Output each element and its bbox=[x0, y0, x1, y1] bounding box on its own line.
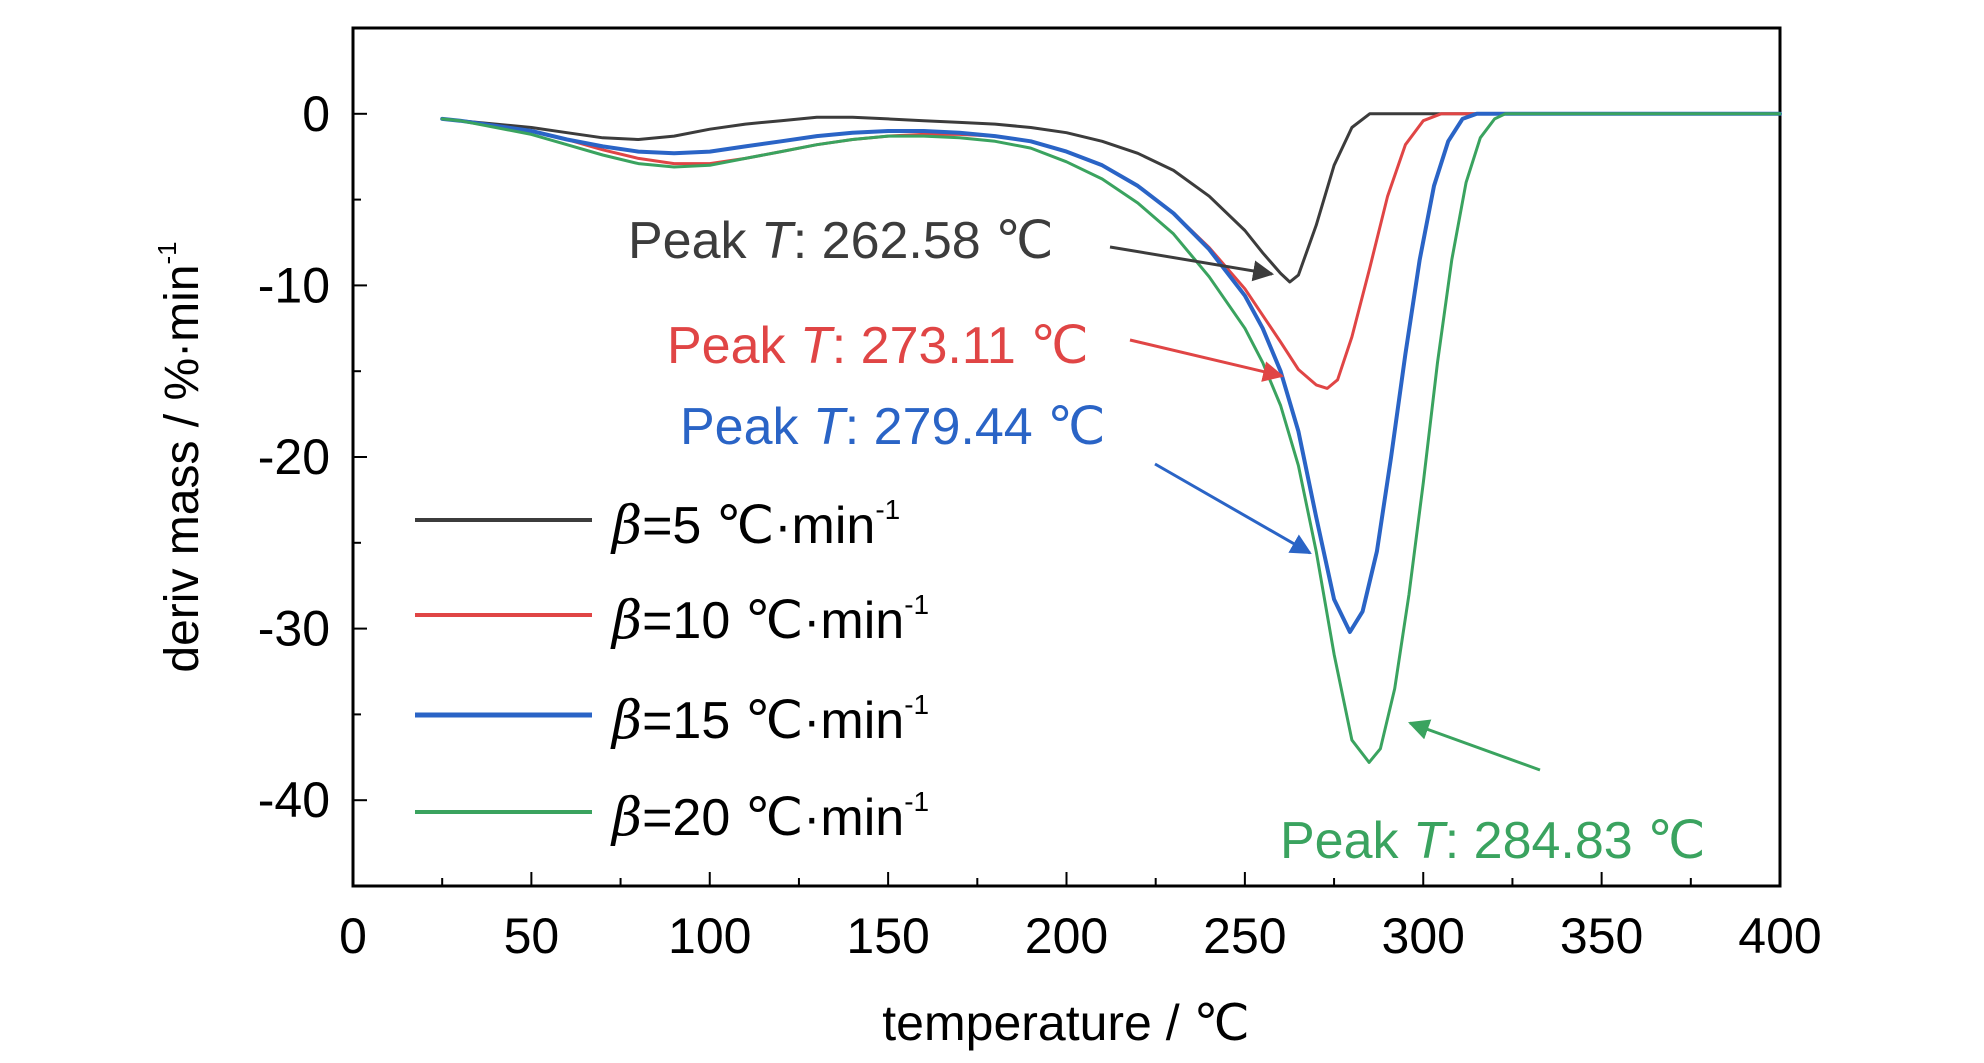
y-tick-label: -30 bbox=[258, 601, 330, 657]
y-axis-title-main: deriv mass / %·min bbox=[156, 265, 209, 673]
series-lines bbox=[440, 111, 1782, 764]
x-axis-title: temperature / ℃ bbox=[882, 995, 1249, 1051]
x-tick-label: 100 bbox=[668, 908, 751, 964]
legend-beta: β bbox=[610, 691, 642, 751]
peak-arrow-10 bbox=[1129, 338, 1285, 382]
x-tick-label: 50 bbox=[504, 908, 560, 964]
legend-item: β=5 ℃·min-1 bbox=[415, 494, 900, 556]
peak-label-15: Peak T: 279.44 ℃ bbox=[680, 398, 1106, 456]
legend-sup: -1 bbox=[904, 589, 929, 620]
y-tick-label: -10 bbox=[258, 257, 330, 313]
legend-text: =20 ℃·min bbox=[642, 789, 904, 847]
peak-label-10: Peak T: 273.11 ℃ bbox=[667, 317, 1089, 375]
legend-item: β=20 ℃·min-1 bbox=[415, 786, 929, 848]
legend-beta: β bbox=[610, 591, 642, 651]
series-line bbox=[440, 112, 1782, 284]
y-axis-title: deriv mass / %·min-1 bbox=[152, 241, 209, 672]
x-tick-label: 150 bbox=[846, 908, 929, 964]
series-line bbox=[440, 111, 1782, 634]
y-tick-label: 0 bbox=[302, 86, 330, 142]
peak-arrow-5 bbox=[1109, 245, 1275, 282]
legend-beta: β bbox=[610, 788, 642, 848]
legend-beta: β bbox=[610, 496, 642, 556]
legend-sup: -1 bbox=[904, 786, 929, 817]
peak-label-20: Peak T: 284.83 ℃ bbox=[1280, 812, 1706, 870]
y-tick-label: -20 bbox=[258, 429, 330, 485]
x-tick-label: 350 bbox=[1560, 908, 1643, 964]
x-tick-label: 300 bbox=[1382, 908, 1465, 964]
x-tick-label: 400 bbox=[1738, 908, 1821, 964]
legend-label: β=20 ℃·min-1 bbox=[610, 786, 929, 848]
x-tick-label: 0 bbox=[339, 908, 367, 964]
x-tick-label: 200 bbox=[1025, 908, 1108, 964]
legend-label: β=10 ℃·min-1 bbox=[610, 589, 929, 651]
legend-text: =5 ℃·min bbox=[642, 497, 875, 555]
axis-ticks: 0 50 100 150 200 250 300 350 400 0 -10 -20 -30 -40 bbox=[258, 86, 1822, 964]
series-line bbox=[440, 112, 1782, 764]
legend: β=5 ℃·min-1 β=10 ℃·min-1 β=15 ℃·min-1 β=… bbox=[415, 494, 929, 848]
peak-arrow-15 bbox=[1154, 462, 1312, 555]
legend-item: β=10 ℃·min-1 bbox=[415, 589, 929, 651]
legend-sup: -1 bbox=[875, 494, 900, 525]
x-tick-label: 250 bbox=[1203, 908, 1286, 964]
y-tick-label: -40 bbox=[258, 772, 330, 828]
legend-item: β=15 ℃·min-1 bbox=[415, 689, 929, 751]
legend-sup: -1 bbox=[904, 689, 929, 720]
legend-label: β=15 ℃·min-1 bbox=[610, 689, 929, 751]
y-axis-title-sup: -1 bbox=[152, 241, 182, 264]
legend-label: β=5 ℃·min-1 bbox=[610, 494, 900, 556]
legend-text: =10 ℃·min bbox=[642, 592, 904, 650]
legend-text: =15 ℃·min bbox=[642, 692, 904, 750]
peak-arrow-20 bbox=[1408, 719, 1541, 772]
peak-label-5: Peak T: 262.58 ℃ bbox=[628, 212, 1054, 270]
plot-area bbox=[351, 26, 1782, 888]
